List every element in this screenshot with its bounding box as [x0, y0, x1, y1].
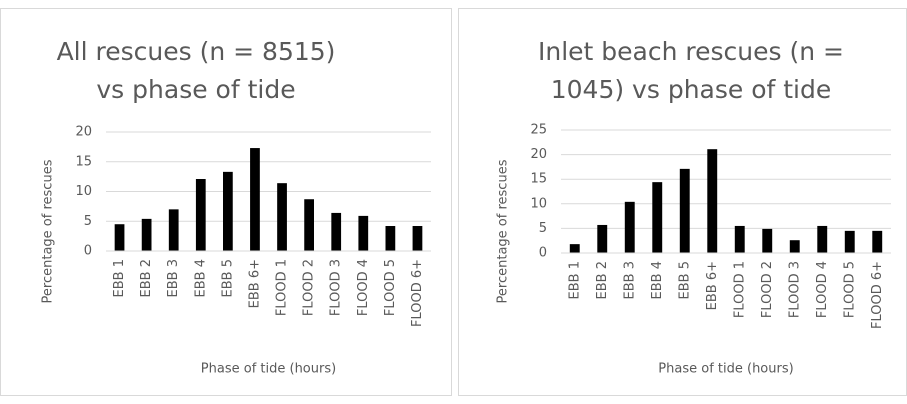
chart: 0 5 10 15 20 25 EBB 1 EBB 2 EBB 3 EBB 4 EBB 5 EBB 6… — [496, 123, 891, 377]
y-tick-label: 10 — [530, 196, 547, 211]
bar — [624, 201, 635, 253]
x-tick-label: FLOOD 6+ — [410, 259, 425, 327]
bar — [304, 199, 314, 251]
x-tick-label: EBB 4 — [650, 261, 665, 299]
x-tick-label: FLOOD 5 — [842, 261, 857, 318]
x-tick-label: FLOOD 3 — [329, 259, 344, 316]
bar — [141, 218, 152, 251]
bar — [652, 182, 663, 253]
y-tick-label: 0 — [539, 246, 547, 261]
x-tick-label: EBB 1 — [112, 259, 127, 297]
y-tick-label: 5 — [84, 214, 92, 229]
y-tick-label: 10 — [75, 184, 92, 199]
bar — [277, 183, 287, 251]
x-tick-label: FLOOD 1 — [732, 261, 747, 318]
x-tick-label: EBB 2 — [139, 259, 154, 297]
chart-title: All rescues (n = 8515) vs phase of tide — [56, 37, 336, 104]
bar — [195, 179, 206, 251]
x-tick-label: EBB 6+ — [247, 259, 262, 308]
bar — [597, 224, 608, 253]
bar — [679, 168, 690, 253]
bar — [358, 215, 369, 251]
x-tick-label: EBB 3 — [166, 259, 181, 297]
chart: 0 5 10 15 20 EBB 1 EBB 2 EBB 3 EBB 4 EBB 5 EBB 6+ F… — [41, 125, 431, 377]
y-tick-label: 15 — [530, 172, 547, 187]
bar — [223, 171, 233, 251]
bar — [250, 148, 260, 251]
bar — [844, 230, 855, 253]
x-tick-label: EBB 4 — [193, 259, 208, 297]
bar — [707, 149, 718, 253]
bar — [412, 226, 423, 251]
y-axis-label: Percentage of rescues — [41, 159, 56, 303]
x-tick-label: FLOOD 4 — [815, 261, 830, 318]
chart-title: Inlet beach rescues (n = 1045) vs phase … — [538, 37, 844, 104]
y-tick-label: 15 — [75, 154, 92, 169]
bar — [872, 230, 883, 253]
x-tick-label: FLOOD 5 — [383, 259, 398, 316]
x-tick-label: FLOOD 2 — [302, 259, 317, 316]
x-axis-label: Phase of tide (hours) — [658, 362, 793, 377]
bar — [762, 228, 773, 253]
x-tick-label: EBB 2 — [595, 261, 610, 299]
bar — [168, 209, 179, 251]
y-tick-label: 0 — [84, 244, 92, 259]
bar — [331, 212, 342, 251]
bar — [569, 244, 580, 253]
x-tick-label: FLOOD 2 — [760, 261, 775, 318]
chart-panel: Inlet beach rescues (n = 1045) vs phase … — [458, 8, 907, 396]
x-tick-label: FLOOD 6+ — [870, 261, 885, 329]
x-tick-label: FLOOD 3 — [787, 261, 802, 318]
y-tick-label: 5 — [539, 221, 547, 236]
bar — [734, 225, 745, 253]
bar — [817, 225, 828, 253]
bar — [114, 224, 125, 251]
x-tick-label: EBB 5 — [220, 259, 235, 297]
x-tick-label: FLOOD 4 — [356, 259, 371, 316]
x-tick-label: EBB 5 — [677, 261, 692, 299]
bar — [789, 240, 800, 253]
x-axis-label: Phase of tide (hours) — [201, 362, 336, 377]
y-tick-label: 20 — [530, 147, 547, 162]
chart-panel: All rescues (n = 8515) vs phase of tide … — [0, 8, 452, 396]
y-tick-label: 20 — [75, 125, 92, 140]
y-axis-label: Percentage of rescues — [496, 159, 511, 303]
x-tick-label: EBB 3 — [622, 261, 637, 299]
x-tick-label: EBB 6+ — [705, 261, 720, 310]
x-tick-label: EBB 1 — [567, 261, 582, 299]
bar — [385, 226, 396, 251]
y-tick-label: 25 — [530, 123, 547, 138]
x-tick-label: FLOOD 1 — [275, 259, 290, 316]
